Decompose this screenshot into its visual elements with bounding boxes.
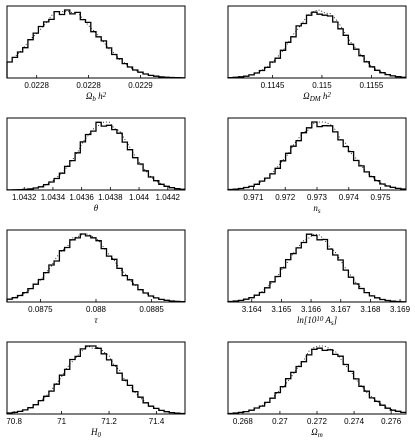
x-tick-label: 1.0434 — [41, 193, 66, 202]
x-tick-label: 0.0228 — [76, 81, 101, 90]
x-tick-label: 1.0438 — [98, 193, 123, 202]
x-tick-label: 3.169 — [390, 305, 411, 314]
x-tick-label: 1.0432 — [12, 193, 37, 202]
panel-4: 0.971 0.972 0.973 0.974 0.975 ns — [227, 117, 407, 215]
panel-frame — [227, 5, 407, 79]
x-tick-label: 1.0442 — [156, 193, 181, 202]
histogram-steps — [227, 233, 406, 303]
histogram-steps — [6, 233, 185, 303]
x-tick-label: 0.0229 — [128, 81, 153, 90]
x-tick-label: 0.268 — [233, 417, 254, 426]
x-tick-label: 3.167 — [331, 305, 352, 314]
x-tick-label: 1.044 — [129, 193, 150, 202]
histogram-steps — [227, 121, 406, 191]
reference-curve — [230, 345, 404, 414]
x-tick-label: 0.088 — [86, 305, 107, 314]
histogram-steps — [6, 9, 185, 79]
x-tick-label: 0.975 — [371, 193, 392, 202]
x-axis-label: τ — [94, 315, 98, 325]
x-tick-label: 0.971 — [243, 193, 264, 202]
x-tick-label: 0.27 — [272, 417, 288, 426]
x-tick-label: 3.165 — [271, 305, 292, 314]
histogram-steps — [6, 121, 185, 191]
x-tick-label: 0.276 — [381, 417, 402, 426]
reference-curve — [230, 121, 404, 190]
x-axis-label: ΩDM h2 — [303, 91, 331, 103]
x-tick-label: 0.972 — [275, 193, 296, 202]
x-tick-label: 3.164 — [242, 305, 263, 314]
panel-frame — [227, 117, 407, 191]
reference-curve — [9, 233, 183, 303]
panel-8: 0.268 0.27 0.272 0.274 0.276 Ωm — [227, 341, 407, 439]
x-axis-label: Ωb h2 — [86, 91, 107, 103]
x-tick-label: 1.0436 — [69, 193, 94, 202]
reference-curve — [230, 9, 404, 78]
histogram-steps — [227, 11, 406, 79]
reference-curve — [9, 345, 183, 414]
panel-frame — [6, 117, 186, 191]
x-axis-label: Ωm — [311, 427, 323, 439]
x-tick-label: 0.974 — [339, 193, 360, 202]
panel-3: 1.0432 1.0434 1.0436 1.0438 1.044 1.0442 θ — [6, 117, 186, 213]
panel-frame — [6, 5, 186, 79]
panel-6: 3.164 3.165 3.166 3.167 3.168 3.169 ln[1010 As… — [227, 229, 411, 327]
x-tick-label: 0.272 — [307, 417, 328, 426]
x-tick-label: 0.0228 — [24, 81, 49, 90]
x-tick-label: 3.166 — [301, 305, 322, 314]
x-tick-label: 71.4 — [149, 417, 165, 426]
panel-5: 0.0875 0.088 0.0885 τ — [6, 229, 186, 325]
x-tick-label: 3.168 — [360, 305, 381, 314]
x-tick-label: 0.1155 — [359, 81, 383, 90]
reference-curve — [230, 233, 404, 303]
x-axis-label: θ — [94, 203, 99, 213]
panel-frame — [227, 229, 407, 303]
x-tick-label: 0.973 — [307, 193, 328, 202]
panel-frame — [6, 341, 186, 415]
x-axis-label: ns — [313, 203, 321, 215]
panel-1: 0.0228 0.0228 0.0229 Ωb h2 — [6, 5, 186, 103]
reference-curve — [9, 121, 183, 191]
panel-7: 70.8 71 71.2 71.4 H0 — [6, 341, 186, 439]
x-tick-label: 71.2 — [101, 417, 117, 426]
x-tick-label: 71 — [57, 417, 66, 426]
reference-curve — [9, 11, 183, 79]
x-axis-label: ln[1010 As] — [297, 315, 338, 327]
x-tick-label: 0.115 — [312, 81, 332, 90]
x-tick-label: 0.274 — [344, 417, 365, 426]
histogram-steps — [227, 347, 406, 415]
panel-2: 0.1145 0.115 0.1155 ΩDM h2 — [227, 5, 407, 103]
histogram-steps — [6, 345, 185, 415]
x-tick-label: 0.0875 — [28, 305, 53, 314]
x-tick-label: 0.1145 — [261, 81, 285, 90]
x-axis-label: H0 — [90, 427, 102, 439]
x-tick-label: 0.0885 — [139, 305, 164, 314]
x-tick-label: 70.8 — [6, 417, 22, 426]
